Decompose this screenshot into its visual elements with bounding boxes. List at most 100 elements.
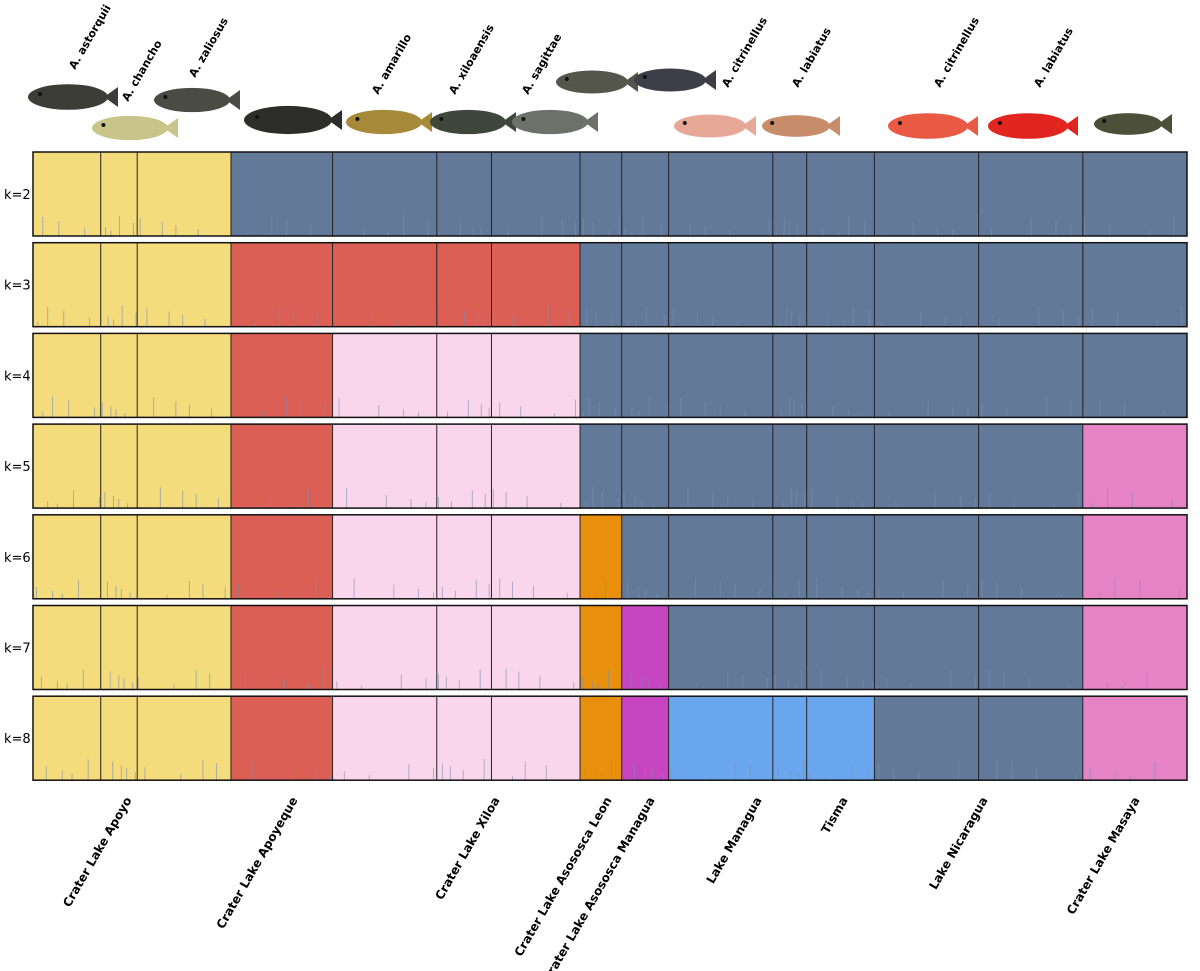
cluster-block	[137, 696, 231, 781]
k-label: k=8	[4, 732, 31, 747]
k-label: k=7	[4, 642, 31, 657]
fish-tail	[742, 116, 756, 136]
lake-label: Crater Lake Xiloa	[432, 795, 502, 903]
cluster-block	[33, 605, 101, 690]
fish-tail	[1158, 114, 1172, 134]
fish-body	[346, 109, 422, 135]
fish-body	[674, 114, 746, 138]
fish-tail	[328, 110, 342, 130]
cluster-block	[1082, 242, 1187, 327]
fish-body	[28, 84, 108, 110]
fish-eye	[998, 121, 1002, 125]
k-label: k=3	[4, 279, 31, 294]
cluster-block	[1082, 696, 1187, 781]
cluster-block	[332, 424, 437, 509]
species-label: A. labiatus	[1031, 25, 1076, 90]
cluster-block	[668, 605, 773, 690]
k-label: k=5	[4, 460, 31, 475]
cluster-block	[668, 424, 773, 509]
cluster-block	[100, 242, 138, 327]
fish-body	[556, 70, 628, 94]
fish-eye	[163, 95, 168, 99]
fish-tail	[1064, 116, 1078, 136]
lake-label: Crater Lake Apoyeque	[214, 795, 301, 932]
cluster-block	[772, 242, 807, 327]
cluster-block	[1082, 424, 1187, 509]
fish-eye	[355, 117, 360, 121]
cluster-block	[436, 424, 492, 509]
lake-label: Lake Nicaragua	[926, 795, 990, 892]
cluster-block	[874, 424, 979, 509]
fish-tail	[502, 112, 516, 132]
cluster-block	[491, 514, 581, 599]
cluster-block	[1082, 605, 1187, 690]
cluster-block	[874, 333, 979, 418]
cluster-block	[621, 605, 669, 690]
cluster-block	[33, 242, 101, 327]
fish-eye	[101, 123, 106, 127]
fish-tail	[702, 70, 716, 90]
cluster-block	[436, 514, 492, 599]
cluster-block	[806, 424, 875, 509]
cluster-block	[100, 424, 138, 509]
fish-eye	[898, 121, 902, 125]
cluster-block	[580, 333, 622, 418]
cluster-block	[436, 152, 492, 236]
species-label: A. astorquii	[66, 2, 113, 71]
cluster-block	[978, 242, 1083, 327]
lake-label: Tisma	[818, 795, 850, 837]
cluster-block	[1082, 333, 1187, 418]
cluster-block	[33, 696, 101, 781]
species-label: A. xiloaensis	[446, 22, 497, 97]
fish-body	[988, 113, 1068, 139]
cluster-block	[580, 242, 622, 327]
species-label: A. labiatus	[789, 25, 834, 90]
cluster-block	[491, 152, 581, 236]
cluster-block	[137, 514, 231, 599]
cluster-block	[806, 152, 875, 236]
fish-tail	[418, 112, 432, 132]
cluster-block	[33, 333, 101, 418]
cluster-block	[491, 333, 581, 418]
fish-body	[888, 113, 968, 139]
cluster-block	[978, 514, 1083, 599]
fish-tail	[964, 116, 978, 136]
row-frame	[32, 151, 1188, 237]
fish-tail	[826, 116, 840, 136]
row-frame	[32, 514, 1188, 600]
row-frame	[32, 241, 1188, 328]
cluster-block	[137, 152, 231, 236]
fish-eye	[564, 77, 569, 81]
cluster-block	[621, 514, 669, 599]
lake-label: Crater Lake Apoyo	[60, 795, 134, 910]
cluster-block	[874, 514, 979, 599]
cluster-block	[806, 242, 875, 327]
species-label: A. sagittae	[519, 31, 564, 96]
cluster-block	[772, 333, 807, 418]
cluster-block	[668, 242, 773, 327]
cluster-block	[580, 696, 622, 781]
fish-tail	[104, 87, 118, 107]
cluster-block	[137, 424, 231, 509]
cluster-block	[668, 152, 773, 236]
cluster-block	[621, 333, 669, 418]
cluster-block	[33, 514, 101, 599]
fish-tail	[584, 112, 598, 132]
cluster-block	[491, 696, 581, 781]
cluster-block	[580, 152, 622, 236]
cluster-block	[621, 424, 669, 509]
k-label: k=6	[4, 551, 31, 566]
fish-body	[92, 115, 168, 141]
fish-tail	[164, 118, 178, 138]
cluster-block	[230, 514, 333, 599]
fish-body	[634, 68, 706, 92]
cluster-block	[436, 696, 492, 781]
cluster-block	[668, 696, 773, 781]
cluster-block	[230, 242, 333, 327]
cluster-block	[332, 514, 437, 599]
cluster-block	[332, 242, 437, 327]
fish-body	[762, 115, 830, 137]
cluster-block	[621, 242, 669, 327]
fish-body	[154, 87, 230, 113]
cluster-block	[137, 605, 231, 690]
